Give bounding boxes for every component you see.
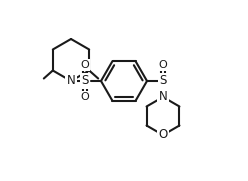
Text: N: N xyxy=(67,75,75,87)
Text: O: O xyxy=(159,92,167,102)
Text: S: S xyxy=(81,75,89,87)
Text: O: O xyxy=(81,60,89,70)
Text: O: O xyxy=(81,92,89,102)
Text: N: N xyxy=(159,90,167,104)
Text: O: O xyxy=(159,60,167,70)
Text: O: O xyxy=(158,129,168,142)
Text: S: S xyxy=(159,75,167,87)
